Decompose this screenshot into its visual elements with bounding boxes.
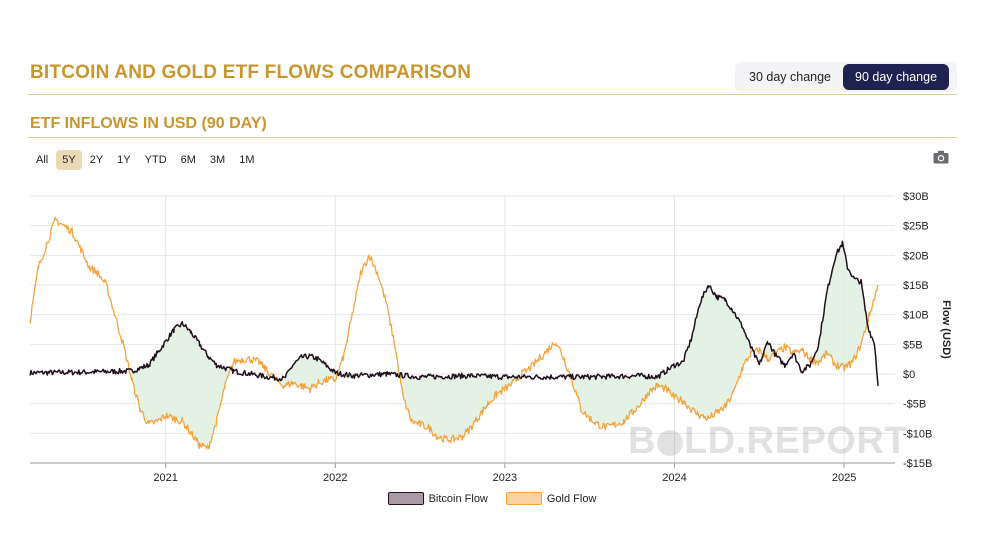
x-tick-label: 2021 (153, 472, 177, 484)
x-tick-label: 2025 (832, 472, 856, 484)
chart-subtitle: ETF INFLOWS IN USD (90 DAY) (30, 115, 267, 132)
legend-gold-swatch (505, 492, 542, 505)
range-1m-button[interactable]: 1M (233, 150, 260, 170)
range-ytd-button[interactable]: YTD (139, 150, 173, 170)
range-2y-button[interactable]: 2Y (84, 150, 109, 170)
toggle-30-day-button[interactable]: 30 day change (737, 64, 843, 90)
legend-bitcoin-swatch (387, 492, 424, 505)
y-tick-label: -$5B (903, 399, 926, 411)
legend-bitcoin[interactable]: Bitcoin Flow (387, 492, 488, 505)
outperformance-fill (275, 354, 338, 389)
chart-legend: Bitcoin Flow Gold Flow (0, 492, 984, 505)
range-6m-button[interactable]: 6M (175, 150, 202, 170)
outperformance-fill (400, 372, 520, 440)
camera-icon[interactable] (933, 150, 949, 164)
gold-flow-line[interactable] (29, 216, 879, 450)
y-axis-title: Flow (USD) (940, 300, 952, 359)
range-3m-button[interactable]: 3M (204, 150, 231, 170)
title-divider (28, 94, 957, 95)
y-tick-label: $15B (903, 280, 929, 292)
y-tick-label: $5B (903, 339, 923, 351)
toggle-90-day-button[interactable]: 90 day change (843, 64, 950, 90)
change-period-toggle: 30 day change 90 day change (735, 62, 957, 92)
y-tick-label: $10B (903, 310, 929, 322)
outperformance-fill (570, 285, 754, 428)
x-tick-label: 2023 (493, 472, 517, 484)
outperformance-fill (129, 321, 231, 449)
legend-bitcoin-label: Bitcoin Flow (428, 492, 488, 505)
y-tick-label: $20B (903, 250, 929, 262)
y-tick-label: $0 (903, 369, 915, 381)
range-all-button[interactable]: All (30, 150, 54, 170)
range-5y-button[interactable]: 5Y (56, 150, 82, 170)
x-tick-label: 2022 (323, 472, 347, 484)
page-title: BITCOIN AND GOLD ETF FLOWS COMPARISON (30, 62, 472, 83)
legend-gold-label: Gold Flow (546, 492, 597, 505)
bitcoin-flow-line[interactable] (29, 240, 879, 386)
x-tick-label: 2024 (662, 472, 686, 484)
legend-gold[interactable]: Gold Flow (505, 492, 597, 505)
subtitle-divider (28, 137, 957, 138)
y-tick-label: -$10B (903, 428, 932, 440)
flow-chart: -$15B -$10B -$5B $0 $5B $10B $15B $20B $25B $30B 2… (29, 191, 952, 484)
range-1y-button[interactable]: 1Y (111, 150, 136, 170)
range-selector: All 5Y 2Y 1Y YTD 6M 3M 1M (30, 150, 260, 170)
outperformance-fill (813, 241, 868, 368)
y-tick-label: -$15B (903, 458, 932, 470)
y-tick-label: $30B (903, 191, 929, 203)
y-tick-label: $25B (903, 221, 929, 233)
